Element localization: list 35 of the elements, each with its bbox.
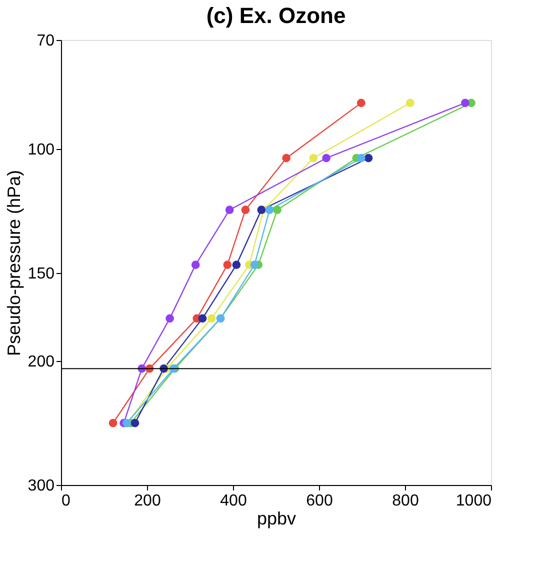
chart-title: (c) Ex. Ozone [206,3,346,28]
point [273,206,282,214]
x-tick-label: 200 [134,492,161,510]
point [461,98,470,108]
x-axis-title: ppbv [256,508,296,528]
y-tick-label: 200 [28,354,55,371]
x-tick-label: 0 [62,492,70,510]
point [356,154,366,162]
point [198,314,207,323]
point [406,98,414,108]
point [364,154,373,162]
point [207,314,216,323]
y-tick-label: 100 [28,142,55,159]
point [191,260,200,269]
point [356,98,366,108]
x-tick-label: 1000 [456,492,492,510]
point [309,154,318,162]
x-tick-label: 400 [220,492,247,510]
point [130,418,140,428]
point [265,206,274,214]
x-tick-label: 800 [392,492,419,510]
y-tick-label: 70 [36,32,55,50]
y-axis-title: Pseudo-pressure (hPa) [4,170,24,356]
y-tick-label: 300 [28,478,55,494]
point [250,260,259,269]
point [225,206,234,214]
point [322,154,330,162]
point [108,418,118,428]
y-tick-label: 150 [28,266,55,283]
point [223,260,232,269]
point [241,206,250,214]
point [282,154,291,162]
point [232,260,241,269]
x-tick-label: 600 [306,492,333,510]
point [166,314,174,323]
